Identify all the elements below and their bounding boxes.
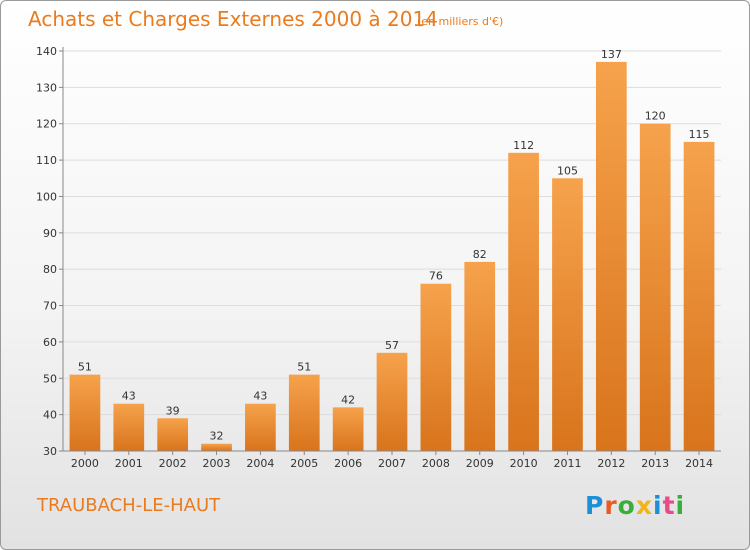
bar: [201, 443, 232, 451]
proxiti-logo[interactable]: Proxiti: [585, 491, 685, 520]
chart-title: Achats et Charges Externes 2000 à 2014: [28, 7, 438, 31]
x-tick-label: 2004: [246, 457, 274, 470]
bar: [420, 283, 452, 451]
bar-value-label: 51: [78, 361, 92, 374]
bar: [376, 352, 408, 451]
bar-value-label: 112: [513, 139, 534, 152]
x-tick-label: 2006: [334, 457, 362, 470]
y-tick-label: 70: [43, 300, 57, 313]
y-tick-label: 110: [36, 154, 57, 167]
x-tick-label: 2002: [159, 457, 187, 470]
bar: [595, 61, 627, 452]
logo-letter: x: [635, 491, 653, 520]
bar: [288, 374, 320, 451]
x-tick-label: 2007: [378, 457, 406, 470]
y-tick-label: 100: [36, 190, 57, 203]
axes: 30 40 50 60 70 80 90 100 110 120 130 140 2000 2001 200…: [36, 45, 721, 470]
bar-value-label: 137: [601, 48, 622, 61]
x-tick-label: 2005: [290, 457, 318, 470]
y-tick-label: 50: [43, 372, 57, 385]
bar-value-label: 57: [385, 339, 399, 352]
x-tick-label: 2000: [71, 457, 99, 470]
bar-value-label: 115: [689, 128, 710, 141]
bar-value-label: 39: [166, 404, 180, 417]
x-tick-label: 2013: [641, 457, 669, 470]
y-tick-label: 130: [36, 81, 57, 94]
bar: [245, 403, 276, 451]
bars: 51 43 39 32 43 51 42 57 76 82 112 105 137 120 115: [69, 48, 715, 452]
y-tick-label: 40: [43, 409, 57, 422]
bar: [464, 261, 496, 451]
bar-value-label: 42: [341, 393, 355, 406]
x-tick-label: 2012: [597, 457, 625, 470]
logo-letter: r: [604, 491, 618, 520]
logo-letter: o: [617, 491, 636, 520]
x-tick-label: 2011: [553, 457, 581, 470]
bar-value-label: 32: [210, 430, 224, 443]
y-tick-label: 30: [43, 445, 57, 458]
bar: [639, 123, 671, 452]
bar-value-label: 120: [645, 110, 666, 123]
chart-subtitle: (en milliers d'€): [417, 15, 504, 28]
bar-value-label: 51: [297, 361, 311, 374]
bar: [683, 141, 715, 451]
x-tick-label: 2014: [685, 457, 713, 470]
bar-value-label: 82: [473, 248, 487, 261]
logo-letter: i: [675, 491, 686, 520]
bar-value-label: 43: [253, 390, 267, 403]
bar: [69, 374, 101, 451]
bar: [552, 178, 583, 452]
bar: [157, 418, 189, 451]
x-tick-label: 2001: [115, 457, 143, 470]
bar: [508, 152, 539, 451]
x-tick-label: 2010: [510, 457, 538, 470]
bar-value-label: 105: [557, 164, 578, 177]
y-tick-label: 90: [43, 227, 57, 240]
place-name: TRAUBACH-LE-HAUT: [37, 495, 221, 516]
bar-value-label: 76: [429, 270, 443, 283]
x-tick-label: 2008: [422, 457, 450, 470]
x-tick-label: 2003: [203, 457, 231, 470]
y-tick-label: 60: [43, 336, 57, 349]
bar-value-label: 43: [122, 390, 136, 403]
y-tick-label: 120: [36, 118, 57, 131]
logo-letter: t: [662, 491, 676, 520]
logo-letter: P: [585, 491, 605, 520]
logo-letter: i: [653, 491, 663, 520]
y-tick-label: 80: [43, 263, 57, 276]
x-tick-label: 2009: [466, 457, 494, 470]
bar: [113, 403, 145, 451]
bar: [332, 407, 364, 451]
y-tick-label: 140: [36, 45, 57, 58]
